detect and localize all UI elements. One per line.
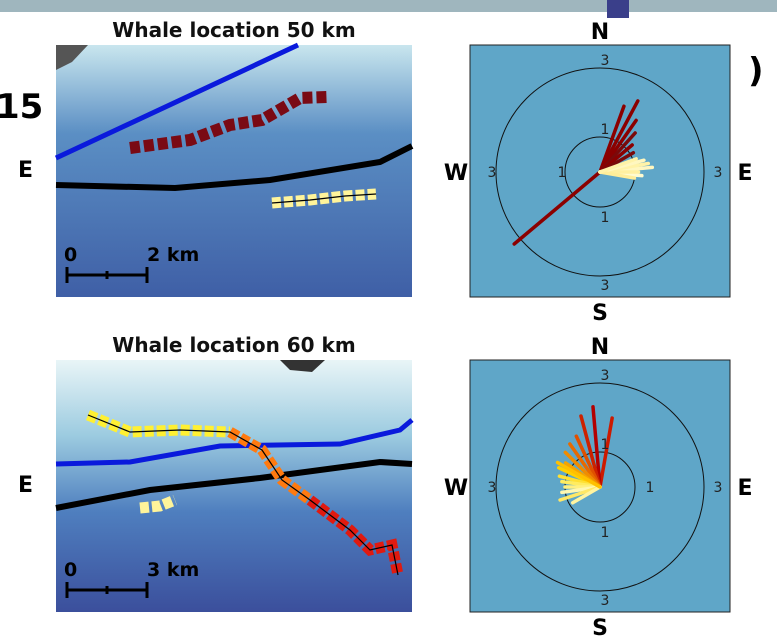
fragment-text: 15 [0,87,43,127]
scale-bar-label: 2 km [147,244,199,266]
compass-label: W [444,476,468,501]
compass-label: E [737,476,752,501]
ring-label: 3 [714,165,723,181]
scale-bar-label: 0 [64,559,77,581]
compass-label: N [591,335,609,360]
ring-label: 3 [488,165,497,181]
background-strip [0,0,777,12]
compass-label: E [737,161,752,186]
scale-bar-label: 3 km [147,559,199,581]
fragment-text: ) [748,51,764,91]
ring-label: 3 [601,53,610,69]
ring-label: 3 [488,480,497,496]
ring-label: 3 [601,593,610,609]
ring-label: 3 [714,480,723,496]
ring-label: 1 [646,480,655,496]
scale-bar-label: 0 [64,244,77,266]
ring-label: 1 [601,437,610,453]
compass-label: S [592,616,608,636]
page: {"fragments": {"left": "15", "right": ")… [0,0,777,636]
map-panel [56,45,412,297]
background-block [607,0,629,18]
edge-label: E [18,473,33,498]
panel-title: Whale location 60 km [112,333,355,357]
ring-label: 3 [601,278,610,294]
map-panel [56,360,412,612]
edge-label: E [18,158,33,183]
compass-label: W [444,161,468,186]
panel-title: Whale location 50 km [112,18,355,42]
ring-label: 1 [601,525,610,541]
ring-label: 1 [601,122,610,138]
figure: 15 ) Whale location 50 kmE02 kmNSWE31313… [0,0,777,636]
ring-label: 1 [601,210,610,226]
compass-label: N [591,20,609,45]
ring-label: 3 [601,368,610,384]
compass-label: S [592,301,608,326]
ring-label: 1 [558,165,567,181]
